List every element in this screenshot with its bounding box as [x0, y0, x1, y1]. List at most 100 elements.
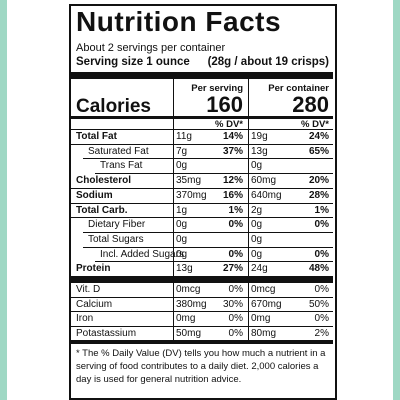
calories-value: 280 — [292, 92, 329, 117]
daily-value: 48% — [308, 263, 329, 275]
nutrient-label: Saturated Fat — [88, 145, 149, 157]
calories-value: 160 — [206, 92, 243, 117]
daily-value: 0% — [228, 313, 243, 324]
amount: 24g — [251, 263, 268, 275]
rule — [95, 173, 333, 175]
amount: 80mg — [251, 327, 277, 339]
rule — [71, 116, 333, 119]
daily-value: 0% — [314, 248, 329, 260]
amount: 50mg — [176, 327, 202, 339]
rule — [248, 79, 249, 341]
rule — [71, 276, 333, 283]
amount: 13g — [251, 145, 268, 157]
rule — [83, 158, 333, 160]
amount: 0mcg — [176, 284, 201, 295]
footnote: * The % Daily Value (DV) tells you how m… — [76, 348, 326, 385]
amount: 0mcg — [251, 284, 276, 295]
servings: About 2 servings per container — [76, 42, 226, 54]
daily-value: 0% — [228, 248, 243, 260]
amount: 0g — [251, 248, 263, 260]
nutrient-label: Sodium — [76, 189, 113, 201]
daily-value: 1% — [314, 204, 329, 216]
amount: 0g — [176, 233, 188, 245]
rule — [71, 217, 333, 219]
column-head: Per container — [268, 83, 329, 94]
rule — [71, 202, 333, 204]
rule — [71, 311, 333, 312]
rule — [71, 72, 333, 79]
amount: 0g — [251, 233, 263, 245]
amount: 11g — [176, 131, 192, 142]
rule — [71, 187, 333, 189]
dv-head: % DV* — [215, 119, 243, 130]
daily-value: 50% — [308, 298, 329, 310]
daily-value: 28% — [308, 189, 329, 201]
amount: 60mg — [251, 175, 277, 187]
nutrient-label: Incl. Added Sugars — [100, 248, 184, 260]
nutrient-label: Vit. D — [76, 284, 101, 295]
nutrient-label: Total Carb. — [76, 204, 128, 216]
nutrient-label: Cholesterol — [76, 175, 132, 187]
daily-value: 0% — [228, 284, 243, 295]
nutrient-label: Trans Fat — [100, 160, 143, 172]
rule — [173, 79, 174, 341]
amount: 670mg — [251, 298, 282, 310]
daily-value: 14% — [222, 131, 243, 142]
amount: 0g — [251, 219, 263, 231]
nutrient-label: Dietary Fiber — [88, 219, 146, 231]
daily-value: 24% — [308, 131, 329, 142]
rule — [83, 246, 333, 248]
rule — [83, 231, 333, 233]
edge — [393, 0, 400, 400]
daily-value: 12% — [222, 175, 243, 187]
amount: 7g — [176, 145, 188, 157]
rule — [95, 261, 333, 263]
amount: 19g — [251, 131, 268, 142]
daily-value: 0% — [314, 313, 329, 324]
calories-label: Calories — [76, 96, 151, 117]
amount: 0mg — [176, 313, 196, 324]
edge — [0, 0, 7, 400]
dv-head: % DV* — [301, 119, 329, 130]
daily-value: 0% — [314, 219, 329, 231]
amount: 380mg — [176, 298, 207, 310]
daily-value: 0% — [228, 327, 243, 339]
daily-value: 0% — [228, 219, 243, 231]
daily-value: 0% — [314, 284, 329, 295]
amount: 35mg — [176, 175, 202, 187]
label-box — [69, 4, 337, 400]
amount: 13g — [176, 263, 193, 275]
rule — [71, 325, 333, 327]
nutrient-label: Total Sugars — [88, 233, 144, 245]
amount: 2g — [251, 204, 263, 216]
amount: 0mg — [251, 313, 271, 324]
daily-value: 16% — [222, 189, 243, 201]
daily-value: 37% — [222, 145, 243, 157]
nutrient-label: Iron — [76, 313, 94, 324]
amount: 0g — [176, 219, 188, 231]
column-head: Per serving — [191, 83, 243, 94]
amount: 0g — [176, 248, 188, 260]
rule — [71, 340, 333, 344]
amount: 0g — [176, 160, 188, 172]
amount: 640mg — [251, 189, 282, 201]
daily-value: 20% — [308, 175, 329, 187]
nutrient-label: Total Fat — [76, 131, 117, 142]
daily-value: 65% — [308, 145, 329, 157]
rule — [71, 296, 333, 298]
amount: 0g — [251, 160, 263, 172]
title: Nutrition Facts — [76, 6, 282, 37]
serving-size: Serving size 1 ounce — [76, 56, 190, 68]
nutrient-label: Calcium — [76, 298, 113, 310]
nutrient-label: Protein — [76, 263, 111, 275]
daily-value: 30% — [222, 298, 243, 310]
daily-value: 2% — [314, 327, 329, 339]
nutrient-label: Potastassium — [76, 327, 137, 339]
serving-size-value: (28g / about 19 crisps) — [207, 56, 329, 68]
rule — [71, 143, 333, 145]
amount: 1g — [176, 204, 188, 216]
amount: 370mg — [176, 189, 207, 201]
rule — [71, 129, 333, 130]
daily-value: 1% — [228, 204, 243, 216]
